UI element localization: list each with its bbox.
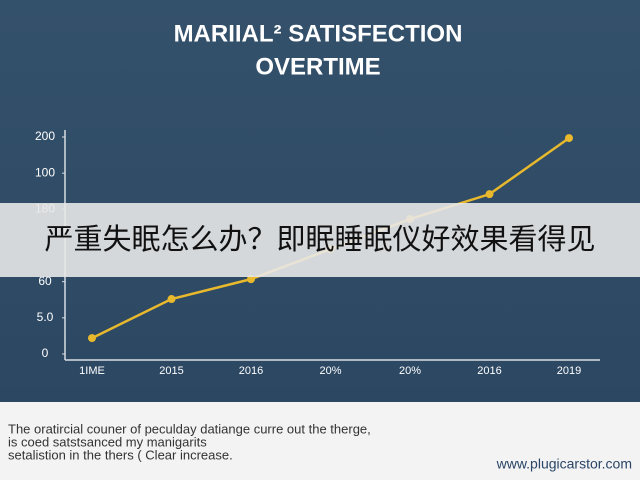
caption-line: The oratircial couner of peculday datian… xyxy=(8,421,371,436)
point xyxy=(485,190,494,199)
caption-line: is coed satstsanced my manigarits xyxy=(8,434,207,449)
y-tick-label: 100 xyxy=(35,165,55,179)
x-tick-label: 1IME xyxy=(79,365,105,377)
x-tick-label: 2015 xyxy=(159,365,183,377)
chart-background xyxy=(0,0,640,402)
chart-title: OVERTIME xyxy=(255,53,380,80)
banner xyxy=(0,203,640,277)
x-tick-label: 2016 xyxy=(477,365,501,377)
x-tick-label: 2019 xyxy=(557,365,581,377)
x-tick-label: 20% xyxy=(399,365,421,377)
banner-text: 严重失眠怎么办？即眠睡眠仪好效果看得见 xyxy=(44,222,595,256)
x-tick-label: 2016 xyxy=(239,365,263,377)
y-tick-label: 5.0 xyxy=(37,310,54,324)
y-tick-label: 60 xyxy=(38,274,52,288)
point xyxy=(167,295,176,304)
y-tick-label: 0 xyxy=(42,346,49,360)
point xyxy=(247,275,255,284)
caption-line: setalistion in the thers ( Clear increas… xyxy=(8,447,233,462)
point xyxy=(565,134,573,143)
point xyxy=(88,334,96,343)
x-tick-label: 20% xyxy=(319,365,341,377)
y-tick-label: 200 xyxy=(35,129,55,143)
source: www.plugicarstor.com xyxy=(496,456,632,472)
caption-background xyxy=(0,402,640,480)
chart-title: MARIIAL² SATISFECTION xyxy=(174,20,463,47)
